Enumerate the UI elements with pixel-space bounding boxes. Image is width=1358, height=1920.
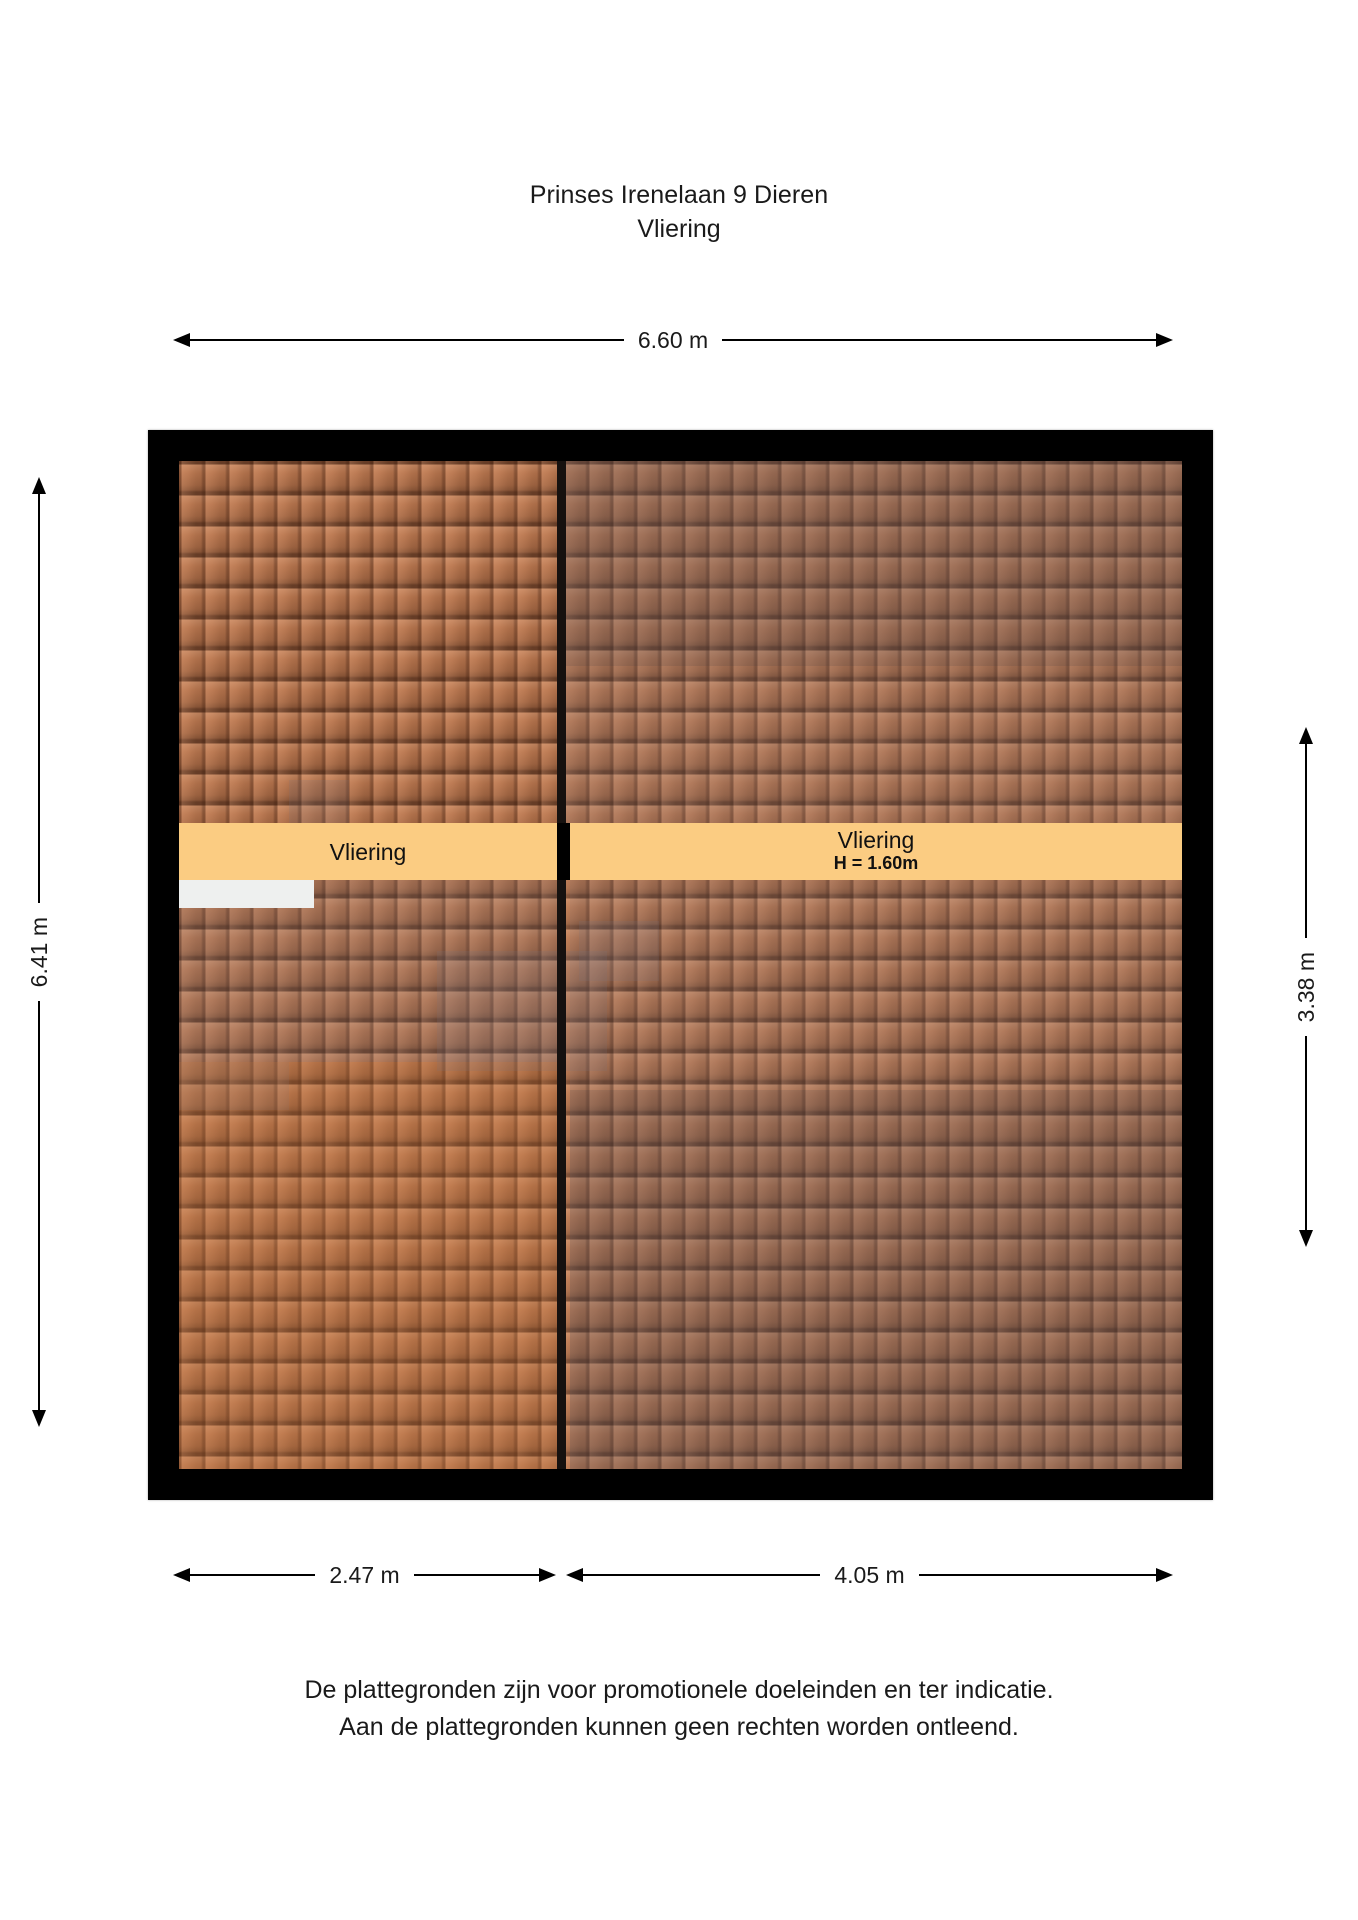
dimension-line bbox=[1305, 744, 1307, 938]
floor-name: Vliering bbox=[637, 215, 721, 243]
roof-tile-texture bbox=[179, 461, 1182, 1469]
arrow-up-icon bbox=[32, 477, 46, 494]
dimension-line bbox=[190, 339, 624, 341]
dimension-line bbox=[583, 1574, 821, 1576]
dimension-bottom-left: 2.47 m bbox=[173, 1561, 557, 1588]
arrow-left-icon bbox=[173, 333, 190, 347]
arrow-right-icon bbox=[539, 1568, 557, 1582]
dimension-line bbox=[1305, 1036, 1307, 1231]
arrow-left-icon bbox=[566, 1568, 583, 1582]
arrow-down-icon bbox=[1299, 1230, 1313, 1248]
dimension-top-width: 6.60 m bbox=[173, 326, 1174, 353]
roof-ridge-line bbox=[557, 461, 566, 1469]
dimension-line bbox=[413, 1574, 540, 1576]
dimension-line bbox=[38, 1001, 40, 1411]
arrow-right-icon bbox=[1156, 333, 1174, 347]
room-height-right: H = 1.60m bbox=[833, 853, 919, 873]
room-name-left: Vliering bbox=[329, 838, 407, 865]
floorplan-interior: Vliering Vliering H = 1.60m bbox=[179, 461, 1182, 1469]
disclaimer-line-1: De plattegronden zijn voor promotionele … bbox=[304, 1676, 1054, 1704]
property-address: Prinses Irenelaan 9 Dieren bbox=[529, 181, 829, 209]
dimension-line bbox=[918, 1574, 1157, 1576]
dimension-bottom-right-label: 4.05 m bbox=[834, 1561, 905, 1588]
arrow-down-icon bbox=[32, 1410, 46, 1428]
disclaimer-line-2: Aan de plattegronden kunnen geen rechten… bbox=[339, 1713, 1019, 1741]
room-label-band-right: Vliering H = 1.60m bbox=[570, 823, 1182, 880]
dimension-line bbox=[38, 494, 40, 903]
arrow-right-icon bbox=[1156, 1568, 1174, 1582]
dimension-left-label: 6.41 m bbox=[25, 916, 52, 988]
arrow-up-icon bbox=[1299, 727, 1313, 744]
dimension-line bbox=[190, 1574, 316, 1576]
dimension-right-label: 3.38 m bbox=[1292, 951, 1319, 1023]
disclaimer: De plattegronden zijn voor promotionele … bbox=[0, 1672, 1358, 1746]
dimension-top-label: 6.60 m bbox=[637, 326, 709, 353]
dimension-bottom-left-label: 2.47 m bbox=[329, 1561, 400, 1588]
room-label-band-left: Vliering bbox=[179, 823, 557, 880]
dimension-bottom-right: 4.05 m bbox=[566, 1561, 1174, 1588]
dimension-left-height: 6.41 m bbox=[25, 477, 52, 1428]
dimension-line bbox=[722, 339, 1157, 341]
attic-hatch-opening bbox=[179, 876, 314, 908]
arrow-left-icon bbox=[173, 1568, 190, 1582]
room-name-right: Vliering bbox=[837, 827, 915, 853]
partition-wall bbox=[553, 823, 570, 880]
floorplan-outer-wall: Vliering Vliering H = 1.60m bbox=[148, 430, 1213, 1500]
page-title: Prinses Irenelaan 9 Dieren Vliering bbox=[0, 178, 1358, 246]
dimension-right-height: 3.38 m bbox=[1292, 727, 1319, 1248]
